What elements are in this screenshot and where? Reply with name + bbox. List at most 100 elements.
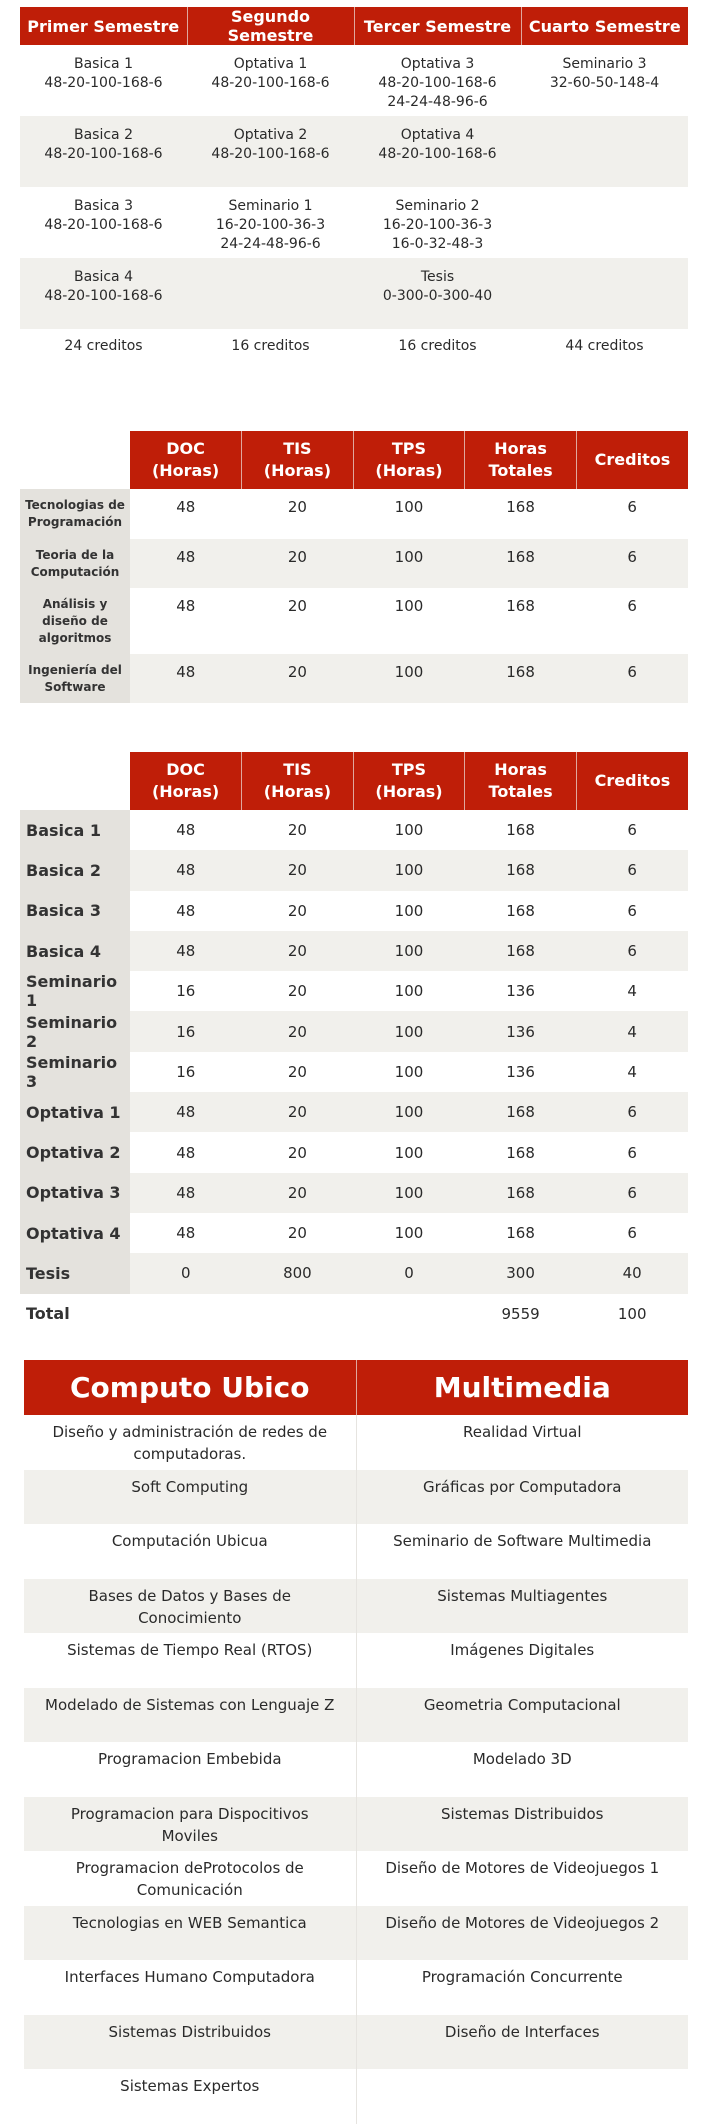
table-cell: 6: [576, 1092, 688, 1133]
table-cell: 168: [464, 654, 577, 703]
semester-cell: Tesis 0-300-0-300-40: [354, 258, 521, 329]
table-row: Ingeniería del Software 48 20 100 168 6: [20, 654, 688, 703]
track-course: Seminario de Software Multimedia: [393, 1532, 652, 1550]
table-row: Optativa 1 48 20 100 168 6: [20, 1092, 688, 1133]
table-cell: 100: [353, 539, 465, 588]
track-course: Sistemas Distribuidos: [356, 1796, 688, 1851]
row-header: Seminario 1: [20, 971, 130, 1012]
semester-row: Basica 4 48-20-100-168-6 Tesis 0-300-0-3…: [20, 258, 688, 329]
table-row: Sistemas Distribuidos Diseño de Interface…: [24, 2014, 688, 2069]
track-course: Programacion Embebida: [24, 1742, 357, 1797]
table-cell: 6: [576, 930, 688, 972]
table-cell: 6: [627, 821, 637, 840]
track-course: Programación Concurrente: [421, 1968, 623, 1986]
semester-header: Tercer Semestre: [354, 7, 522, 45]
semester-row: Basica 1 48-20-100-168-6 Optativa 1 48-2…: [20, 45, 688, 116]
semester-cell: Optativa 4 48-20-100-168-6: [354, 116, 521, 187]
track-course: Diseño de Interfaces: [356, 2014, 688, 2069]
courses-header-row: DOC (Horas) TIS (Horas) TPS (Horas) Hora…: [20, 752, 688, 810]
table-cell: 168: [464, 1092, 577, 1133]
track-course: Bases de Datos y Bases de Conocimiento: [24, 1578, 357, 1633]
table-cell: 100: [394, 1224, 424, 1243]
semester-cell: [521, 258, 688, 329]
table-cell: 168: [506, 498, 535, 516]
column-header: TIS (Horas): [241, 752, 354, 810]
table-row: Programacion Embebida Modelado 3D: [24, 1742, 688, 1797]
track-course: [356, 2069, 688, 2124]
semester-header: Primer Semestre: [20, 7, 188, 45]
table-cell: 16: [176, 1062, 196, 1081]
track-course: Modelado de Sistemas con Lenguaje Z: [24, 1687, 357, 1742]
table-cell: 6: [576, 850, 688, 891]
column-header: Creditos: [576, 431, 688, 489]
table-cell: 800: [241, 1253, 354, 1294]
semester-cell: Seminario 3 32-60-50-148-4: [549, 56, 660, 91]
table-cell: 100: [353, 654, 465, 703]
table-cell: 48: [176, 901, 196, 920]
table-cell: 20: [241, 850, 354, 891]
table-row: Programacion deProtocolos de Comunicació…: [24, 1851, 688, 1906]
track-course: Computación Ubicua: [24, 1524, 357, 1579]
table-cell: 20: [287, 1224, 307, 1243]
semester-cell: Optativa 2 48-20-100-168-6: [187, 116, 354, 187]
row-header: Ingeniería del Software: [20, 654, 130, 703]
row-header: Seminario 3: [20, 1051, 130, 1093]
total-cell: [241, 1293, 354, 1334]
semester-header: Segundo Semestre: [187, 7, 355, 45]
table-cell: 100: [394, 821, 424, 840]
tracks-header-row: Computo Ubico Multimedia: [24, 1360, 688, 1415]
track-course: Interfaces Humano Computadora: [24, 1960, 357, 2015]
track-course: Sistemas Multiagentes: [356, 1578, 688, 1633]
blank-header: [20, 431, 130, 489]
table-cell: 100: [394, 1143, 424, 1162]
row-header: Basica 1: [20, 810, 130, 851]
table-cell: 20: [287, 982, 307, 1001]
track-course: Diseño y administración de redes de comp…: [24, 1415, 357, 1470]
row-header: Optativa 3: [20, 1172, 130, 1213]
table-cell: 48: [130, 1092, 242, 1133]
semester-credits: 16 creditos: [187, 329, 354, 365]
row-header: Teoria de la Computación: [20, 539, 130, 588]
total-row: Total 9559 100: [20, 1293, 688, 1334]
column-header: Creditos: [576, 752, 688, 810]
table-cell: 6: [576, 1172, 688, 1213]
column-header: Horas Totales: [464, 752, 577, 810]
track-course: Programacion deProtocolos de Comunicació…: [24, 1851, 357, 1906]
table-cell: 20: [241, 1092, 354, 1133]
table-cell: 100: [394, 597, 424, 615]
semester-cell: [521, 116, 688, 187]
table-cell: 6: [627, 1143, 637, 1162]
track-header-computo-ubico: Computo Ubico: [24, 1360, 357, 1415]
semester-cell: Basica 1 48-20-100-168-6: [44, 56, 163, 91]
table-cell: 20: [287, 498, 307, 516]
table-cell: 300: [464, 1253, 577, 1294]
table-cell: 48: [130, 654, 242, 703]
table-cell: 20: [287, 597, 307, 615]
column-header: DOC (Horas): [130, 431, 243, 489]
table-cell: 4: [576, 1011, 688, 1052]
table-cell: 6: [576, 539, 688, 588]
table-cell: 20: [287, 1062, 307, 1081]
row-header: Basica 2: [20, 850, 130, 891]
track-course: Programacion para Dispocitivos Moviles: [24, 1796, 357, 1851]
table-cell: 16: [176, 982, 196, 1001]
table-row: Seminario 1 16 20 100 136 4: [20, 971, 688, 1012]
track-course: Realidad Virtual: [462, 1423, 582, 1441]
semester-credits: 16 creditos: [354, 329, 521, 365]
track-course: Geometria Computacional: [356, 1687, 688, 1742]
table-cell: 6: [627, 901, 637, 920]
table-cell: 6: [627, 597, 637, 615]
table-row: Optativa 4 48 20 100 168 6: [20, 1212, 688, 1254]
semester-cell: [187, 258, 354, 329]
semester-header: Cuarto Semestre: [521, 7, 688, 45]
semester-cell: Basica 3 48-20-100-168-6: [44, 198, 163, 233]
table-row: Teoria de la Computación 48 20 100 168 6: [20, 539, 688, 588]
table-cell: 20: [241, 1011, 354, 1052]
table-cell: 4: [627, 1062, 637, 1081]
table-row: Basica 3 48 20 100 168 6: [20, 890, 688, 931]
track-course: Imágenes Digitales: [450, 1641, 595, 1659]
semester-row: Basica 2 48-20-100-168-6 Optativa 2 48-2…: [20, 116, 688, 187]
table-cell: 6: [627, 1224, 637, 1243]
table-cell: 48: [176, 498, 196, 516]
track-course: Sistemas Distribuidos: [24, 2014, 357, 2069]
